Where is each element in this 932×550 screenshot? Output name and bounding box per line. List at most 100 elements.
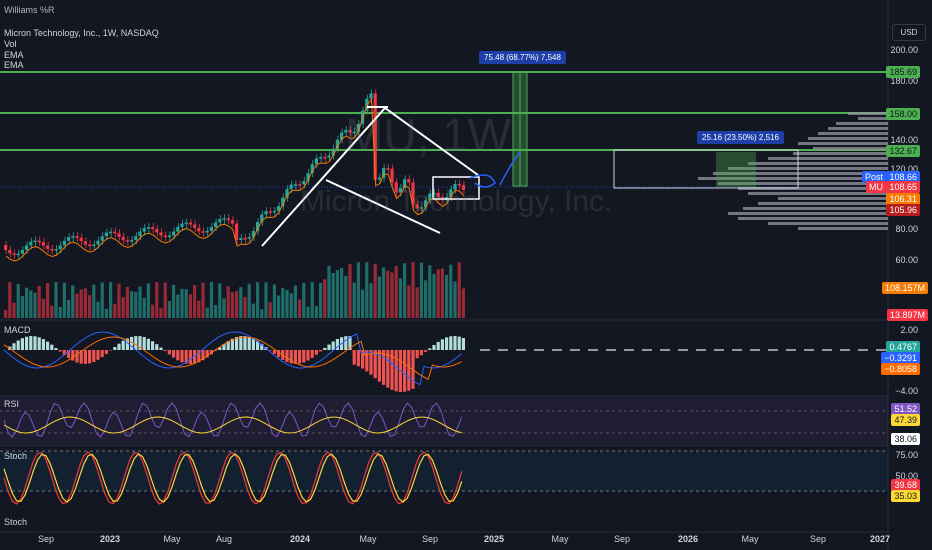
candle: [46, 245, 50, 249]
macd-bar: [293, 350, 297, 364]
stoch-tick: 75.00: [895, 450, 918, 460]
macd-bar: [382, 350, 386, 385]
time-tick: May: [359, 534, 377, 544]
candle: [256, 221, 260, 231]
macd-bar: [289, 350, 293, 364]
volume-profile-bar: [758, 202, 888, 205]
macd-bar: [151, 341, 155, 350]
candle: [37, 240, 41, 243]
candle: [172, 231, 176, 236]
candle: [436, 192, 440, 198]
candle: [398, 188, 402, 193]
indicator-ema-2[interactable]: EMA: [4, 60, 24, 70]
macd-bar: [138, 336, 142, 350]
rsi-label[interactable]: RSI: [4, 399, 20, 409]
price-tick: 180.00: [890, 76, 918, 86]
level-tag-158[interactable]: 158.00: [886, 108, 920, 120]
candle: [382, 168, 386, 178]
candle: [209, 227, 213, 231]
macd-bar: [449, 336, 453, 350]
macd-bar: [352, 350, 356, 365]
macd-label[interactable]: MACD: [4, 325, 31, 335]
candle: [176, 227, 180, 232]
volume-profile-bar: [748, 192, 888, 195]
macd-bar: [29, 336, 33, 350]
macd-bar: [92, 350, 96, 363]
hand-drawn-arrow: [469, 151, 521, 188]
macd-bar: [25, 336, 29, 350]
candle: [104, 232, 108, 237]
ema-line: [5, 98, 465, 262]
volume-bar: [432, 273, 436, 318]
measure-label-right[interactable]: 25.16 (23.50%) 2,516: [697, 131, 784, 144]
volume-profile-bar: [793, 152, 888, 155]
volume-bar: [335, 270, 339, 318]
measure-label-top[interactable]: 75.48 (68.77%) 7,548: [479, 51, 566, 64]
volume-bar: [209, 282, 213, 318]
volume-bar: [268, 302, 272, 318]
volume-bar: [138, 286, 142, 318]
level-tag-185[interactable]: 185.69: [886, 66, 920, 78]
price-tick: 80.00: [895, 224, 918, 234]
candle: [285, 189, 289, 198]
macd-bar: [125, 338, 129, 350]
vol-ema-tag: 108.157M: [881, 282, 928, 294]
volume-profile-bar: [798, 142, 888, 145]
candle: [251, 230, 255, 238]
volume-bar: [365, 262, 369, 318]
indicator-vol[interactable]: Vol: [4, 39, 17, 49]
candle: [20, 250, 24, 254]
volume-profile-bar: [813, 147, 888, 150]
candle: [100, 236, 104, 241]
macd-bar: [180, 350, 184, 363]
candle: [121, 236, 125, 241]
volume-bar: [117, 283, 121, 318]
stoch-label-2[interactable]: Stoch: [4, 517, 28, 527]
candle: [71, 236, 75, 238]
volume-bar: [239, 287, 243, 318]
mu-badge: MU: [866, 181, 886, 193]
symbol-title[interactable]: Micron Technology, Inc., 1W, NASDAQ: [4, 28, 159, 38]
macd-bar: [239, 336, 243, 350]
time-tick: 2026: [677, 534, 699, 544]
volume-bar: [457, 262, 461, 318]
candle: [272, 210, 276, 213]
volume-profile-bar: [738, 187, 888, 190]
volume-bar: [394, 266, 398, 318]
consolidation-box: [432, 176, 480, 200]
macd-bar: [62, 350, 66, 355]
level-tag-132[interactable]: 132.67: [886, 145, 920, 157]
macd-bar: [272, 350, 276, 355]
indicator-ema-1[interactable]: EMA: [4, 50, 24, 60]
volume-bar: [230, 292, 234, 318]
macd-bar: [20, 338, 24, 350]
volume-bar: [109, 282, 113, 318]
macd-bar: [424, 350, 428, 352]
macd-bar: [167, 350, 171, 355]
time-tick: Sep: [421, 534, 439, 544]
volume-bar: [121, 297, 125, 318]
volume-bar: [125, 286, 129, 318]
volume-bar: [41, 298, 45, 318]
candle: [424, 200, 428, 208]
candle: [432, 192, 436, 195]
stoch-label[interactable]: Stoch: [4, 451, 28, 461]
price-tick: 120.00: [890, 164, 918, 174]
volume-bar: [151, 304, 155, 318]
macd-bar: [184, 350, 188, 364]
volume-bar: [92, 284, 96, 318]
macd-bar: [46, 341, 50, 350]
currency-button[interactable]: USD: [892, 24, 926, 41]
volume-bar: [33, 292, 37, 318]
macd-bar: [12, 343, 16, 350]
macd-bar: [327, 344, 331, 350]
volume-bar: [436, 269, 440, 318]
candle: [293, 184, 297, 186]
volume-bar: [419, 262, 423, 318]
candle: [146, 227, 150, 229]
volume-bar: [46, 283, 50, 318]
volume-bar: [428, 265, 432, 318]
candle: [41, 242, 45, 246]
candle: [277, 206, 281, 211]
